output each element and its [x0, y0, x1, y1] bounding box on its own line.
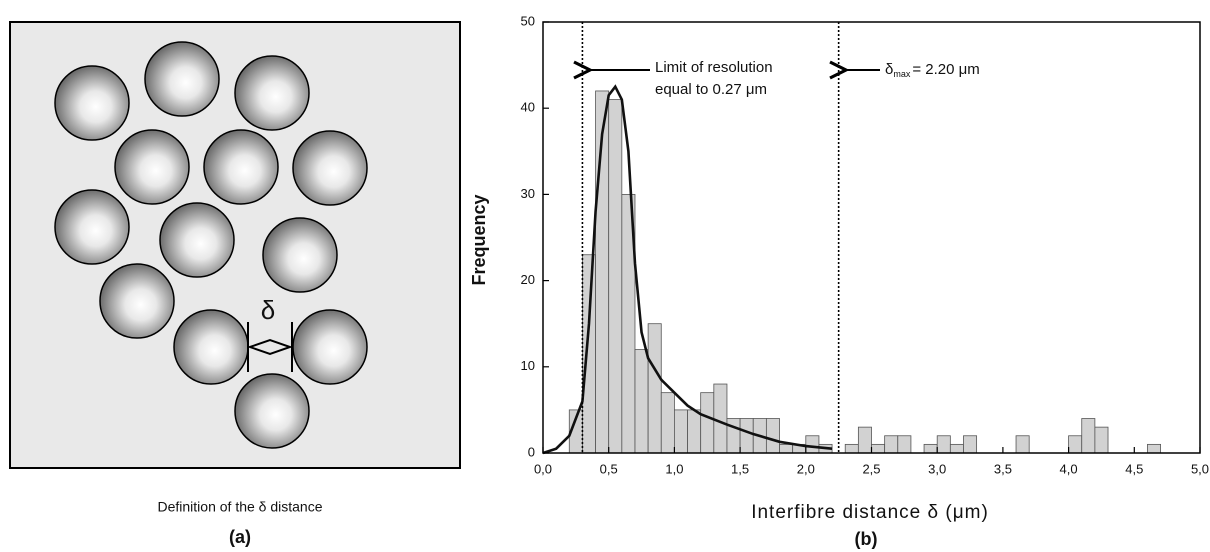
bar	[739, 418, 754, 454]
bar	[713, 383, 728, 454]
fibre	[173, 309, 249, 385]
bar	[1094, 426, 1109, 454]
x-tick-label: 0,5	[600, 461, 618, 476]
annotation: max	[893, 69, 911, 79]
annotation: Limit of resolution	[655, 59, 773, 76]
fibre	[114, 129, 190, 205]
fibre	[292, 130, 368, 206]
x-tick-label: 3,5	[994, 461, 1012, 476]
fibre	[203, 129, 279, 205]
panel-label: (a)	[229, 527, 251, 547]
fit-curve	[542, 84, 833, 455]
delta-symbol: δ	[261, 295, 275, 325]
annotation: δmax = 2.20 μm	[885, 61, 980, 79]
fibre	[54, 65, 130, 141]
x-tick-label: 1,5	[731, 461, 749, 476]
fibre	[159, 202, 235, 278]
bar	[726, 418, 741, 454]
bar	[897, 435, 912, 454]
chart: Frequency Interfibre distance δ (μm) (b)…	[469, 13, 1209, 548]
bar	[949, 443, 964, 454]
delta-arrow	[246, 338, 294, 356]
bar	[1147, 443, 1161, 454]
bar	[634, 349, 649, 454]
bar	[674, 409, 688, 454]
fibre	[54, 189, 130, 265]
bar	[660, 392, 675, 454]
annotation: δ	[885, 61, 893, 78]
bar	[779, 443, 794, 454]
bar	[923, 443, 938, 454]
fibre	[262, 217, 338, 293]
y-tick-label: 30	[521, 186, 535, 201]
fibre	[292, 309, 368, 385]
bar	[1015, 435, 1030, 454]
bar	[687, 409, 702, 454]
x-tick-label: 2,5	[862, 461, 880, 476]
diagram: δ Definition of the δ distance (a)	[9, 21, 461, 547]
bar	[857, 426, 872, 454]
fibres	[54, 41, 368, 449]
y-tick-label: 10	[521, 358, 535, 373]
annotation: = 2.20 μm	[912, 61, 979, 78]
caption: Definition of the δ distance	[158, 499, 323, 515]
y-tick-label: 50	[521, 13, 535, 28]
y-axis-label: Frequency	[469, 194, 489, 285]
bar	[936, 435, 951, 454]
fibre	[99, 263, 175, 339]
fibre	[144, 41, 220, 117]
y-tick-label: 40	[521, 100, 535, 115]
bar	[582, 254, 596, 454]
bar	[963, 435, 978, 454]
y-tick-label: 0	[528, 444, 535, 459]
bar	[884, 435, 899, 454]
fibre	[234, 373, 310, 449]
bar	[608, 99, 623, 454]
annotation: equal to 0.27 μm	[655, 81, 767, 98]
bar	[871, 443, 886, 454]
bar	[844, 443, 859, 454]
x-tick-label: 0,0	[534, 461, 552, 476]
y-tick-label: 20	[521, 272, 535, 287]
x-tick-label: 3,0	[928, 461, 946, 476]
fibre	[234, 55, 310, 131]
bar	[700, 392, 715, 454]
x-tick-label: 5,0	[1191, 461, 1209, 476]
x-tick-label: 1,0	[665, 461, 683, 476]
x-tick-label: 4,5	[1125, 461, 1143, 476]
x-tick-label: 2,0	[797, 461, 815, 476]
panel-label: (b)	[855, 529, 878, 549]
bar	[1081, 418, 1096, 454]
bar	[647, 323, 662, 454]
x-axis-label: Interfibre distance δ (μm)	[751, 502, 989, 523]
x-tick-label: 4,0	[1060, 461, 1078, 476]
bar	[765, 418, 780, 454]
bar	[1068, 435, 1083, 454]
bar	[805, 435, 820, 454]
